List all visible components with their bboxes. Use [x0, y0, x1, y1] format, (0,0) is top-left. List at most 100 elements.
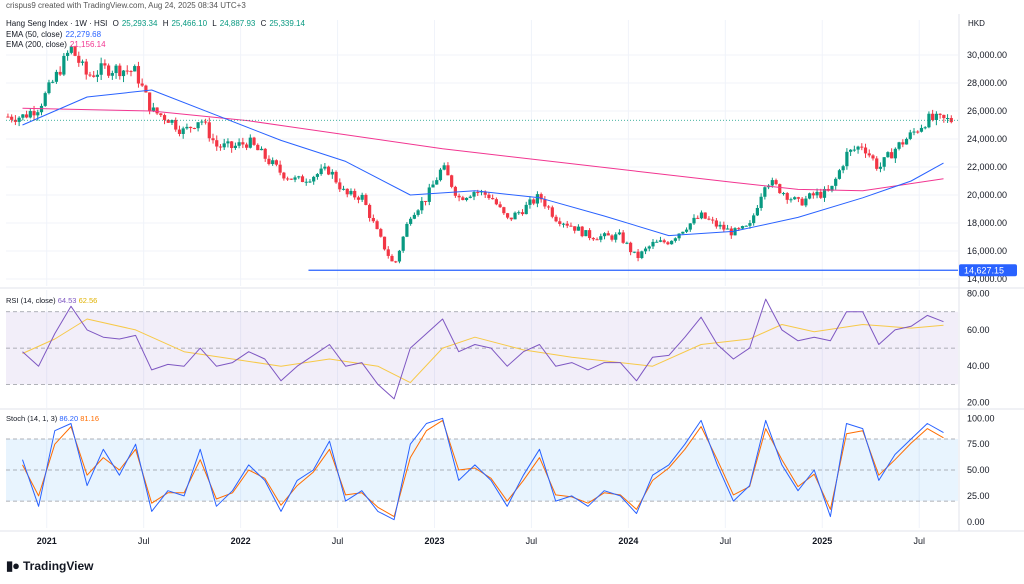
candle-down	[606, 233, 610, 236]
ema200-line	[22, 107, 944, 192]
candle-up	[849, 149, 853, 152]
candle-up	[912, 131, 916, 133]
candle-down	[267, 158, 271, 165]
candle-down	[375, 221, 379, 230]
candle-up	[65, 52, 70, 56]
candle-down	[230, 141, 234, 149]
candle-up	[237, 142, 241, 146]
candle-down	[252, 137, 256, 145]
candle-up	[196, 122, 200, 129]
candle-down	[875, 158, 879, 169]
candle-down	[129, 70, 133, 72]
candle-down	[774, 180, 778, 185]
candle-up	[632, 251, 636, 253]
candle-down	[737, 228, 741, 230]
candle-down	[73, 46, 77, 56]
candle-down	[174, 120, 178, 130]
candle-up	[47, 82, 51, 94]
ohlc-c-label: C	[260, 19, 267, 28]
rsi-pane	[6, 290, 958, 408]
candle-down	[942, 114, 946, 119]
candle-down	[32, 111, 36, 116]
candle-up	[17, 117, 21, 122]
candle-up	[655, 241, 659, 243]
candle-up	[397, 250, 402, 262]
ema200-value: 21,156.14	[69, 40, 106, 49]
candle-up	[80, 61, 85, 63]
rsi-tick-label: 60.00	[967, 325, 990, 335]
candle-up	[789, 199, 793, 201]
candle-up	[535, 194, 540, 204]
candle-up	[133, 66, 137, 72]
candle-up	[222, 143, 226, 148]
tradingview-logo-icon: ▮●	[6, 558, 20, 573]
tradingview-logo-text: TradingView	[23, 559, 94, 573]
stoch-k-value: 86.20	[59, 414, 79, 423]
ema50-value: 22,279.68	[65, 30, 102, 39]
candle-down	[796, 197, 801, 199]
candle-up	[304, 181, 308, 183]
candle-down	[125, 70, 129, 72]
candle-down	[811, 193, 815, 196]
candle-down	[282, 172, 286, 179]
candle-up	[845, 151, 849, 167]
x-tick-label: Jul	[720, 536, 732, 546]
candle-down	[938, 113, 942, 115]
x-tick-label: 2024	[618, 536, 638, 546]
candle-down	[498, 204, 502, 208]
candle-up	[170, 120, 174, 123]
candle-down	[573, 226, 577, 231]
candle-down	[867, 153, 871, 156]
candle-up	[442, 165, 446, 170]
rsi-tick-label: 80.00	[967, 289, 990, 299]
candle-up	[834, 178, 838, 186]
candle-down	[136, 66, 141, 84]
candle-up	[233, 145, 237, 149]
candle-up	[643, 248, 648, 252]
candle-up	[670, 240, 674, 245]
candle-up	[793, 197, 797, 200]
candle-up	[770, 180, 774, 186]
candle-down	[274, 160, 279, 165]
symbol-title: Hang Seng Index · 1W · HSI	[6, 19, 108, 28]
candle-up	[248, 137, 252, 148]
candle-down	[166, 119, 170, 123]
candle-up	[524, 204, 528, 215]
candle-down	[666, 242, 670, 245]
candle-down	[77, 55, 81, 63]
candle-down	[24, 114, 29, 118]
candle-down	[345, 188, 349, 195]
candle-up	[110, 73, 114, 76]
candle-down	[550, 207, 554, 217]
candle-up	[319, 168, 323, 175]
candle-up	[517, 212, 521, 214]
candle-down	[446, 165, 450, 176]
candle-down	[554, 216, 558, 222]
stoch-k-line	[22, 417, 944, 521]
x-tick-label: 2022	[231, 536, 251, 546]
candle-down	[707, 218, 711, 220]
candle-down	[162, 115, 167, 120]
candle-down	[390, 255, 394, 262]
chart-credit: crispus9 created with TradingView.com, A…	[6, 1, 246, 10]
candle-up	[312, 176, 316, 182]
candle-down	[423, 200, 428, 202]
candle-up	[360, 194, 364, 200]
rsi-value: 64.53	[57, 296, 77, 305]
ohlc-h-label: H	[162, 19, 169, 28]
candle-down	[278, 164, 282, 173]
ohlc-o-label: O	[112, 19, 119, 28]
candle-down	[118, 65, 122, 77]
candle-down	[901, 142, 905, 145]
candle-down	[177, 129, 182, 134]
x-tick-label: 2021	[37, 536, 57, 546]
candle-down	[778, 184, 782, 194]
candle-down	[211, 138, 215, 141]
stoch-pane	[6, 410, 958, 528]
candle-down	[382, 236, 387, 250]
candle-down	[483, 191, 487, 195]
candle-down	[215, 140, 219, 147]
support-price-badge	[959, 264, 1017, 277]
candle-down	[263, 148, 267, 159]
candle-up	[271, 160, 275, 165]
